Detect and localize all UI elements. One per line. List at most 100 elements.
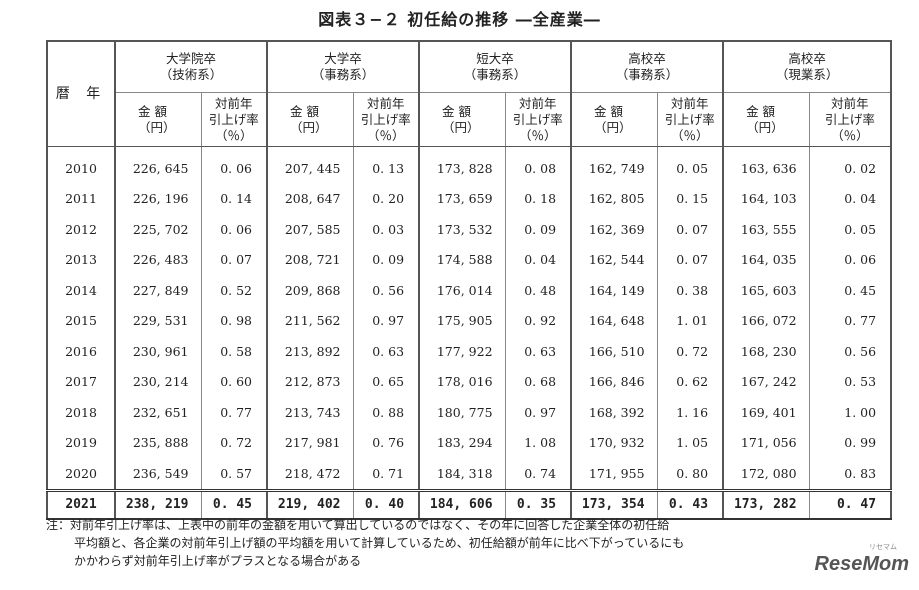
rate-cell: 0. 92 [504, 305, 572, 336]
rate-cell: 0. 65 [352, 366, 420, 397]
rate-cell: 1. 00 [808, 397, 893, 428]
amount-cell: 168, 392 [570, 397, 658, 428]
rate-cell: 0. 43 [656, 488, 724, 520]
amount-cell: 173, 354 [570, 488, 658, 520]
rate-header: 対前年 引上げ率 （％） [200, 92, 268, 147]
amount-cell: 162, 805 [570, 183, 658, 214]
rate-cell: 0. 97 [352, 305, 420, 336]
group-header-highschool-field: 高校卒 （現業系） [722, 40, 893, 93]
rate-cell: 0. 97 [504, 397, 572, 428]
year-cell: 2017 [46, 366, 115, 397]
rate-cell: 0. 68 [504, 366, 572, 397]
amount-cell: 211, 562 [266, 305, 354, 336]
amount-cell: 184, 606 [418, 488, 506, 520]
rate-cell: 0. 72 [656, 336, 724, 367]
rate-cell: 0. 04 [808, 183, 893, 214]
table-row: 2016 230, 961 0. 58 213, 892 0. 63 177, 922 0.… [46, 336, 893, 367]
rate-cell: 0. 03 [352, 214, 420, 245]
rate-unit: （％） [519, 127, 557, 143]
rate-header: 対前年 引上げ率 （％） [352, 92, 420, 147]
rate-cell: 0. 40 [352, 488, 420, 520]
amount-cell: 184, 318 [418, 458, 506, 491]
rate-cell: 0. 09 [352, 244, 420, 275]
rate-cell: 0. 15 [656, 183, 724, 214]
table-row: 2017 230, 214 0. 60 212, 873 0. 65 178, 016 0.… [46, 366, 893, 397]
rate-label-2: 引上げ率 [664, 111, 715, 127]
rate-cell: 0. 38 [656, 275, 724, 306]
total-row: 2021 238, 219 0. 45 219, 402 0. 40 184, 606 0.… [46, 488, 893, 520]
rate-unit: （％） [671, 127, 709, 143]
rate-cell: 0. 80 [656, 458, 724, 491]
rate-cell: 0. 08 [504, 146, 572, 184]
year-cell: 2013 [46, 244, 115, 275]
rate-cell: 0. 09 [504, 214, 572, 245]
amount-cell: 208, 647 [266, 183, 354, 214]
year-cell: 2012 [46, 214, 115, 245]
amount-cell: 207, 585 [266, 214, 354, 245]
year-cell: 2010 [46, 146, 115, 184]
amount-cell: 213, 743 [266, 397, 354, 428]
year-cell: 2015 [46, 305, 115, 336]
starting-salary-table: 暦 年 大学院卒 （技術系） 大学卒 （事務系） 短大卒 （事務系） 高校卒 （… [46, 40, 893, 520]
amount-cell: 177, 922 [418, 336, 506, 367]
rate-header: 対前年 引上げ率 （％） [808, 92, 893, 147]
rate-header: 対前年 引上げ率 （％） [656, 92, 724, 147]
group-header-grad-tech: 大学院卒 （技術系） [113, 40, 268, 93]
amount-unit: （円） [290, 119, 328, 135]
amount-cell: 170, 932 [570, 427, 658, 458]
table-row: 2020 236, 549 0. 57 218, 472 0. 71 184, 318 0.… [46, 458, 893, 491]
rate-cell: 0. 48 [504, 275, 572, 306]
group-sublabel: （事務系） [615, 67, 679, 82]
amount-cell: 219, 402 [266, 488, 354, 520]
amount-label: 金 額 [594, 103, 624, 119]
amount-cell: 164, 648 [570, 305, 658, 336]
amount-cell: 232, 651 [114, 397, 201, 428]
watermark-small-text: リセマム [869, 544, 897, 551]
year-cell: 2020 [46, 458, 115, 491]
amount-unit: （円） [594, 119, 632, 135]
amount-cell: 217, 981 [266, 427, 354, 458]
footnote-line-2: 平均額と、各企業の対前年引上げ額の平均額を用いて計算しているため、初任給額が前年… [74, 536, 685, 550]
amount-header: 金 額（円） [570, 92, 658, 147]
rate-cell: 0. 56 [352, 275, 420, 306]
rate-cell: 0. 45 [200, 488, 268, 520]
year-cell: 2018 [46, 397, 115, 428]
amount-cell: 164, 035 [722, 244, 810, 275]
rate-label: 対前年 [831, 95, 869, 111]
rate-cell: 0. 05 [656, 146, 724, 184]
group-sublabel: （事務系） [311, 67, 375, 82]
rate-cell: 0. 05 [808, 214, 893, 245]
amount-cell: 162, 544 [570, 244, 658, 275]
rate-cell: 0. 77 [200, 397, 268, 428]
amount-cell: 163, 555 [722, 214, 810, 245]
year-cell: 2016 [46, 336, 115, 367]
rate-label-2: 引上げ率 [208, 111, 259, 127]
rate-cell: 0. 63 [352, 336, 420, 367]
amount-cell: 168, 230 [722, 336, 810, 367]
amount-cell: 213, 892 [266, 336, 354, 367]
rate-cell: 0. 58 [200, 336, 268, 367]
amount-cell: 163, 636 [722, 146, 810, 184]
rate-cell: 0. 88 [352, 397, 420, 428]
rate-cell: 1. 08 [504, 427, 572, 458]
amount-cell: 208, 721 [266, 244, 354, 275]
group-sublabel: （事務系） [463, 67, 527, 82]
year-cell: 2021 [46, 488, 115, 520]
rate-cell: 0. 99 [808, 427, 893, 458]
rate-cell: 0. 53 [808, 366, 893, 397]
amount-label: 金 額 [138, 103, 167, 119]
amount-cell: 165, 603 [722, 275, 810, 306]
rate-label-2: 引上げ率 [824, 111, 875, 127]
table-header: 暦 年 大学院卒 （技術系） 大学卒 （事務系） 短大卒 （事務系） 高校卒 （… [46, 40, 893, 147]
amount-cell: 226, 196 [114, 183, 201, 214]
amount-cell: 173, 659 [418, 183, 506, 214]
rate-cell: 0. 77 [808, 305, 893, 336]
rate-cell: 1. 16 [656, 397, 724, 428]
amount-cell: 166, 510 [570, 336, 658, 367]
rate-cell: 0. 71 [352, 458, 420, 491]
amount-cell: 212, 873 [266, 366, 354, 397]
group-label: 短大卒 [476, 51, 514, 66]
rate-label: 対前年 [671, 95, 709, 111]
group-header-highschool-office: 高校卒 （事務系） [570, 40, 724, 93]
footnote-line-1: 注：対前年引上げ率は、上表中の前年の金額を用いて算出しているのではなく、その年に… [46, 518, 670, 532]
